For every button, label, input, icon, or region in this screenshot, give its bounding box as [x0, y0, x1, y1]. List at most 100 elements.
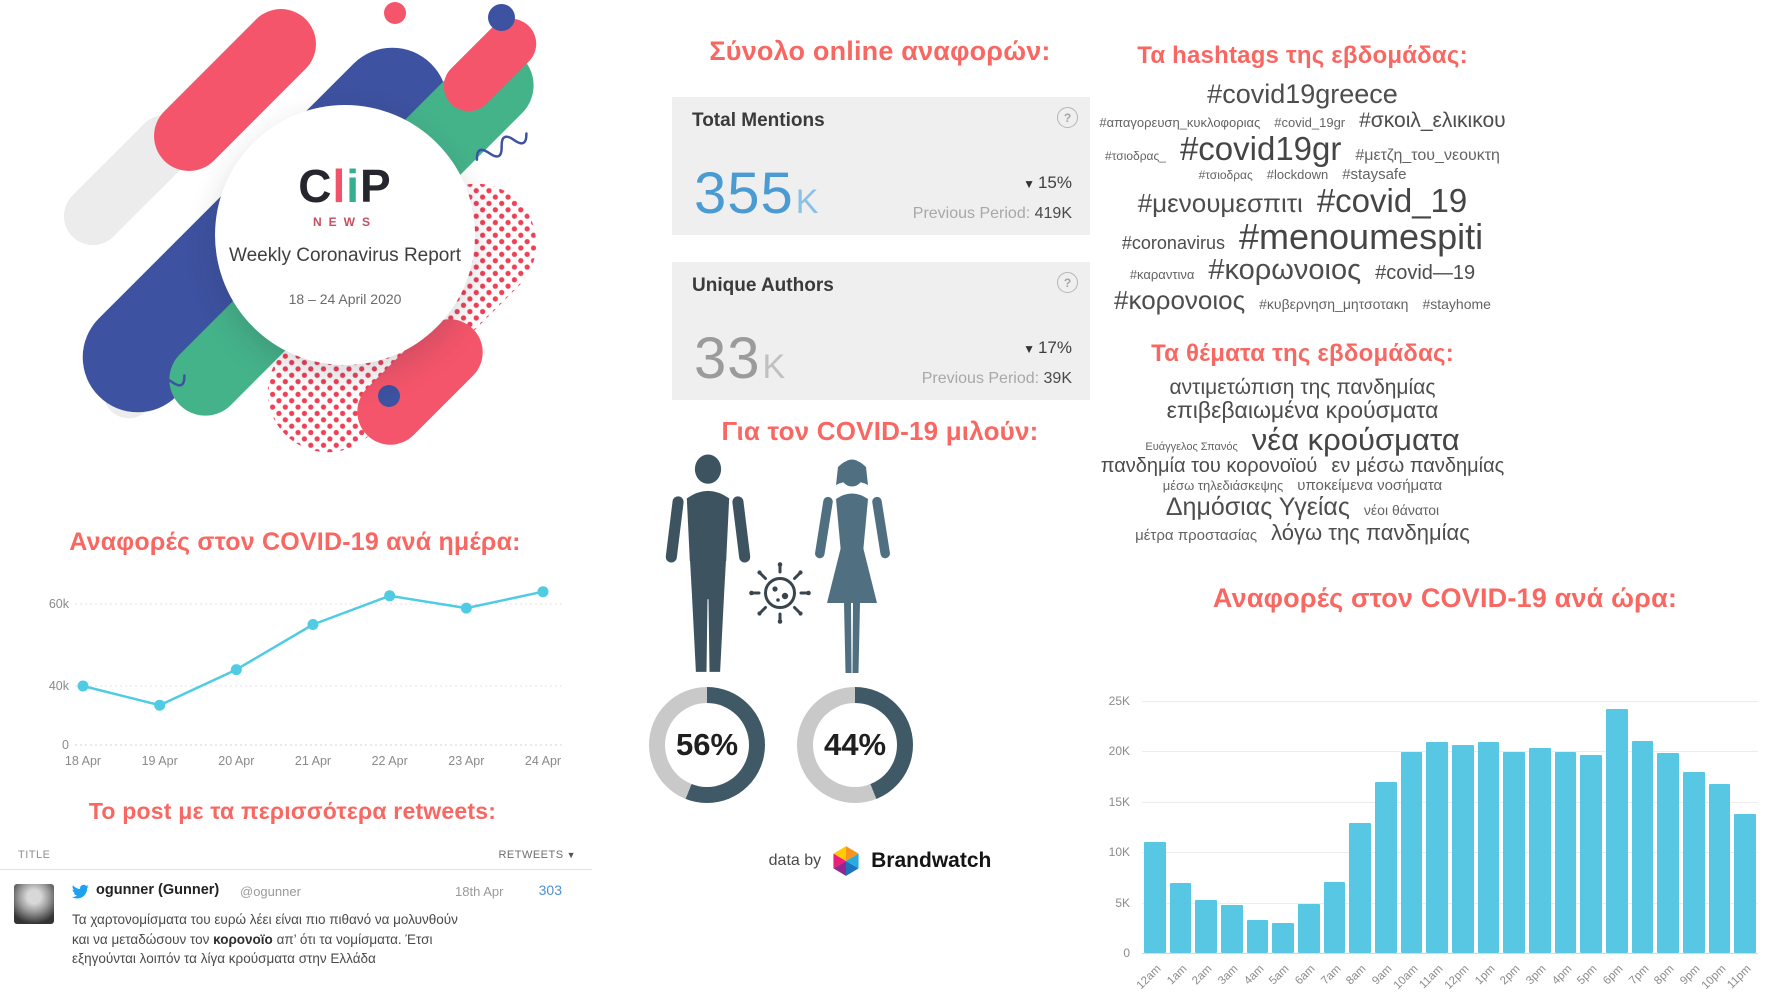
male-figure-icon — [665, 454, 751, 672]
cloud-line: Ευάγγελος Σπανός νέα κρούσματα — [1040, 424, 1565, 456]
bar-12pm[interactable] — [1452, 744, 1474, 953]
retweet-count[interactable]: 303 — [538, 882, 562, 898]
previous-period: Previous Period: 419K — [912, 205, 1072, 222]
data-point-24-Apr[interactable] — [537, 586, 549, 598]
hashtag-word-cloud: #covid19greece #απαγορευση_κυκλοφοριας #co… — [1040, 80, 1565, 314]
cloud-word[interactable]: λόγω της πανδημίας — [1271, 519, 1470, 545]
data-point-22-Apr[interactable] — [384, 590, 396, 602]
bar-1pm[interactable] — [1477, 741, 1500, 953]
bar-9pm[interactable] — [1683, 772, 1705, 953]
cloud-word[interactable]: #covid_19gr — [1274, 114, 1346, 130]
cloud-word[interactable]: επιβεβαιωμένα κρούσματα — [1166, 397, 1439, 424]
top-post-table: TITLE RETWEETS ▼ ogunner (Gunner) @ogunne… — [0, 843, 592, 983]
cloud-word[interactable]: #τσιοδρας_ — [1105, 148, 1166, 163]
hashtags-heading: Τα hashtags της εβδομάδας: — [1137, 42, 1468, 69]
data-point-19-Apr[interactable] — [154, 699, 166, 711]
bar-1am[interactable] — [1169, 883, 1192, 953]
bar-7am[interactable] — [1323, 882, 1346, 953]
cloud-word[interactable]: #κορωνοιος — [1208, 254, 1362, 287]
tweet-author[interactable]: ogunner (Gunner) — [96, 882, 220, 898]
cloud-word[interactable]: #απαγορευση_κυκλοφοριας — [1099, 114, 1261, 130]
bar-11am[interactable] — [1426, 741, 1448, 953]
cloud-word[interactable]: #covid19gr — [1179, 129, 1342, 167]
y-axis-tick: 0 — [1123, 946, 1130, 960]
data-point-21-Apr[interactable] — [307, 619, 319, 630]
cloud-word[interactable]: Δημόσιας Υγείας — [1165, 493, 1350, 522]
cloud-word[interactable]: νέα κρούσματα — [1251, 421, 1460, 457]
cloud-word[interactable]: #coronavirus — [1121, 232, 1225, 253]
topics-heading: Τα θέματα της εβδομάδας: — [1151, 340, 1454, 367]
cloud-word[interactable]: #menoumespiti — [1238, 215, 1484, 257]
cloud-word[interactable]: #covid_19 — [1316, 181, 1468, 219]
tweet-row[interactable]: ogunner (Gunner) @ogunner 18th Apr 303 Τ… — [0, 870, 592, 983]
bar-11pm[interactable] — [1734, 813, 1756, 953]
cloud-word[interactable]: #stayhome — [1422, 295, 1491, 312]
bar-2pm[interactable] — [1503, 752, 1525, 953]
cloud-word[interactable]: μέσω τηλεδιάσκεψης — [1162, 477, 1284, 493]
bar-8pm[interactable] — [1657, 753, 1679, 953]
data-point-20-Apr[interactable] — [230, 664, 242, 676]
cloud-line: μέτρα προστασίας λόγω της πανδημίας — [1040, 519, 1565, 545]
y-axis-tick: 40k — [49, 679, 70, 693]
change-indicator: ▼ 17% — [1023, 338, 1072, 357]
bar-5am[interactable] — [1272, 922, 1294, 953]
logo-dot-blue-bottom — [378, 385, 400, 407]
help-icon[interactable]: ? — [1057, 107, 1078, 128]
cloud-word[interactable]: #τσιοδρας — [1198, 167, 1253, 182]
tweet-handle[interactable]: @ogunner — [240, 884, 301, 899]
x-axis-tick: 22 Apr — [372, 754, 408, 768]
cloud-line: #μενουμεσπιτι #covid_19 — [1040, 184, 1565, 218]
cloud-word[interactable]: εν μέσω πανδημίας — [1331, 455, 1505, 478]
cloud-word[interactable]: #κυβερνηση_μητσοτακη — [1259, 295, 1409, 312]
bar-6am[interactable] — [1298, 903, 1320, 953]
brand-wordmark: CliP — [298, 160, 392, 212]
attribution-brand[interactable]: Brandwatch — [871, 849, 992, 872]
cloud-word[interactable]: #covid19greece — [1207, 79, 1398, 109]
cloud-word[interactable]: υποκείμενα νοσήματα — [1297, 476, 1443, 494]
gridline — [1142, 801, 1758, 803]
cloud-word[interactable]: #lockdown — [1266, 166, 1329, 182]
bar-3pm[interactable] — [1529, 747, 1551, 953]
bar-10am[interactable] — [1400, 752, 1423, 953]
cloud-word[interactable]: #κορονοιος — [1114, 284, 1246, 315]
cloud-word[interactable]: πανδημία του κορονοϊού — [1100, 455, 1318, 478]
cloud-word[interactable]: μέτρα προστασίας — [1135, 526, 1258, 544]
y-axis-tick: 0 — [62, 738, 69, 752]
cloud-line: #απαγορευση_κυκλοφοριας #covid_19gr #σκοιλ… — [1040, 108, 1565, 132]
cloud-word[interactable]: #covid—19 — [1375, 262, 1476, 285]
help-icon[interactable]: ? — [1057, 272, 1078, 293]
data-point-23-Apr[interactable] — [460, 602, 472, 614]
y-axis-tick: 60k — [49, 597, 70, 611]
bar-4pm[interactable] — [1554, 752, 1577, 953]
bar-5pm[interactable] — [1580, 755, 1602, 953]
cloud-word[interactable]: νέοι θάνατοι — [1363, 502, 1440, 519]
data-point-18-Apr[interactable] — [77, 680, 89, 692]
cloud-word[interactable]: #staysafe — [1342, 165, 1407, 183]
bar-12am[interactable] — [1144, 841, 1166, 953]
x-axis-tick: 21 Apr — [295, 754, 331, 768]
avatar — [14, 884, 54, 924]
bar-2am[interactable] — [1195, 900, 1217, 953]
cloud-line: #τσιοδρας #lockdown #staysafe — [1040, 165, 1565, 183]
bar-9am[interactable] — [1375, 782, 1397, 953]
cloud-word[interactable]: #σκοιλ_ελικικου — [1359, 108, 1506, 132]
bar-10pm[interactable] — [1708, 784, 1731, 953]
donut-hole — [813, 703, 897, 787]
cloud-word[interactable]: #μενουμεσπιτι — [1137, 187, 1303, 218]
cloud-line: #καραντινα #κορωνοιος #covid—19 — [1040, 254, 1565, 287]
bar-4am[interactable] — [1246, 919, 1269, 953]
bar-6pm[interactable] — [1606, 708, 1628, 953]
bar-8am[interactable] — [1349, 822, 1371, 953]
bar-3am[interactable] — [1221, 904, 1243, 953]
cloud-word[interactable]: Ευάγγελος Σπανός — [1145, 440, 1238, 453]
column-header-retweets-sort[interactable]: RETWEETS ▼ — [498, 849, 576, 861]
cloud-word[interactable]: #καραντινα — [1129, 267, 1195, 283]
daily-line — [82, 590, 544, 707]
cloud-line: πανδημία του κορονοϊού εν μέσω πανδημίας — [1040, 456, 1565, 476]
cloud-word[interactable]: #μετζη_του_νεουκτη — [1355, 146, 1500, 164]
gridline — [1142, 953, 1758, 954]
totals-heading: Σύνολο online αναφορών: — [709, 36, 1051, 66]
cloud-word[interactable]: αντιμετώπιση της πανδημίας — [1169, 376, 1436, 399]
gridline — [1142, 700, 1758, 702]
bar-7pm[interactable] — [1631, 740, 1654, 953]
